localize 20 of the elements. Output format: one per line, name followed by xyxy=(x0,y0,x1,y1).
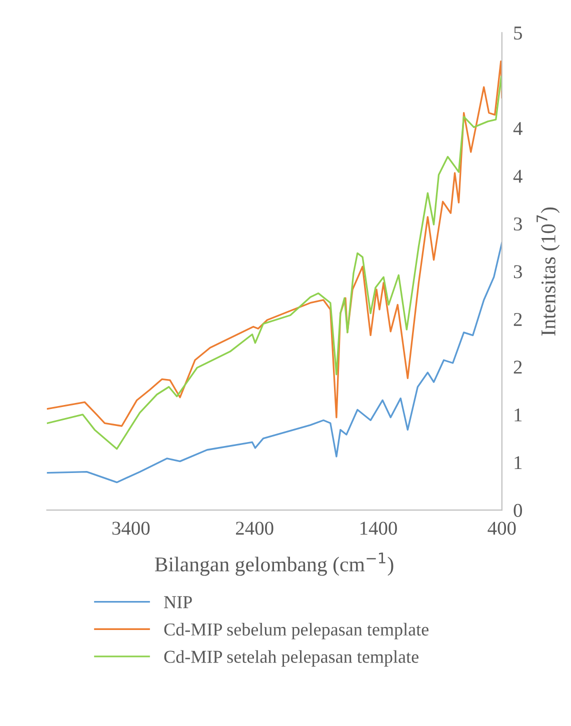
x-tick-label: 1400 xyxy=(360,522,397,535)
y-tick-label: 5 xyxy=(514,26,522,40)
y-axis-title: Intensitas (10$^{7}$) xyxy=(536,207,560,336)
line-series xyxy=(46,242,502,484)
legend-label: Cd-MIP setelah pelepasan template xyxy=(164,650,418,667)
y-tick-label: 4 xyxy=(513,122,522,135)
y-tick-label: 2 xyxy=(514,312,522,326)
y-tick-label: 1 xyxy=(514,408,522,422)
y-tick-label: 0 xyxy=(514,504,522,517)
legend-label: Cd-MIP sebelum pelepasan template xyxy=(164,622,428,640)
y-tick-label: 4 xyxy=(513,170,522,183)
legend-label: NIP xyxy=(164,596,192,608)
y-tick-label: 2 xyxy=(514,360,522,374)
y-tick-label: 1 xyxy=(514,456,522,470)
x-tick-label: 400 xyxy=(488,522,516,535)
x-tick-label: 3400 xyxy=(112,522,150,535)
y-tick-label: 3 xyxy=(514,265,522,278)
x-axis-title: Bilangan gelombang (cm$^{−1}$) xyxy=(154,552,394,576)
x-tick-label: 2400 xyxy=(236,522,274,535)
y-tick-label: 3 xyxy=(514,217,522,231)
